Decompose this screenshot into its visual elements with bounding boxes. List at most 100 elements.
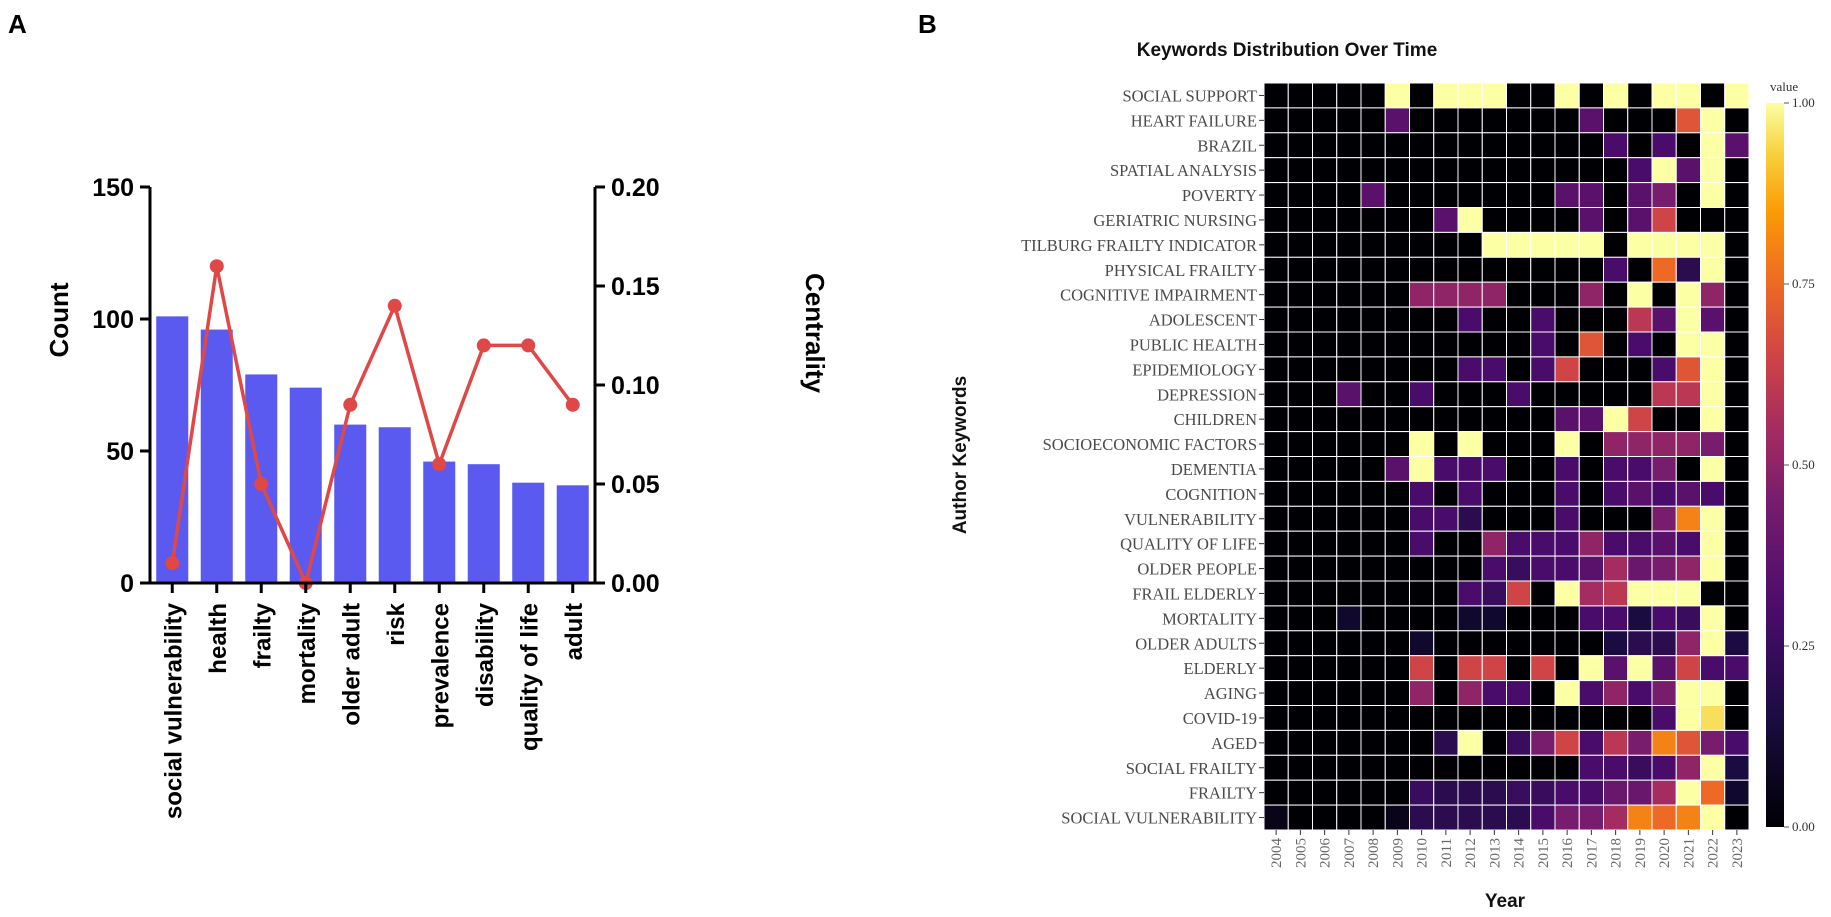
heat-cell [1724, 231, 1750, 258]
heat-cell [1312, 754, 1338, 781]
heat-cell [1263, 779, 1289, 806]
heat-cell [1675, 705, 1701, 731]
heatmap-title: Keywords Distribution Over Time [1137, 40, 1438, 61]
heat-cell [1724, 505, 1750, 532]
heat-cell [1481, 555, 1507, 582]
heat-cell [1530, 630, 1556, 657]
heat-cell [1384, 331, 1410, 358]
heat-cell [1312, 655, 1338, 682]
heat-cell [1263, 754, 1289, 781]
heat-cell [1360, 605, 1386, 632]
heat-cell [1554, 231, 1580, 258]
heat-cell [1481, 356, 1507, 383]
heat-cell [1700, 381, 1726, 408]
keyword-label: ADOLESCENT [1149, 311, 1257, 330]
heat-cell [1700, 779, 1726, 806]
heat-cell [1578, 680, 1604, 706]
heat-cell [1481, 505, 1507, 532]
heat-cell [1724, 132, 1750, 159]
heat-cell [1651, 779, 1677, 806]
heat-cell [1530, 356, 1556, 383]
heat-cell [1384, 231, 1410, 258]
heat-cell [1481, 456, 1507, 482]
heat-cell [1360, 356, 1386, 383]
heat-cell [1457, 804, 1483, 831]
heat-cell [1336, 754, 1362, 781]
heat-cell [1384, 705, 1410, 731]
keyword-labels: SOCIAL SUPPORT HEART FAILURE BRAZIL SPATIAL… [1021, 86, 1264, 828]
heat-cell [1700, 705, 1726, 731]
heat-cell [1409, 306, 1435, 333]
heat-cell [1530, 381, 1556, 408]
heat-cell [1627, 779, 1653, 806]
heat-cell [1312, 381, 1338, 408]
heat-cell [1336, 804, 1362, 831]
heat-cell [1700, 406, 1726, 433]
heat-cell [1481, 530, 1507, 557]
heat-cell [1312, 107, 1338, 134]
heat-cell [1578, 132, 1604, 159]
heat-cell [1651, 132, 1677, 159]
heat-cell [1700, 456, 1726, 482]
centrality-point-quality-of-life [521, 338, 536, 353]
heat-cell [1336, 281, 1362, 308]
heat-cell [1506, 132, 1532, 159]
heat-cell [1312, 680, 1338, 706]
heat-cell [1312, 456, 1338, 482]
heat-cell [1724, 281, 1750, 308]
heat-cell [1627, 705, 1653, 731]
heat-cell [1336, 256, 1362, 283]
bar-adult [556, 485, 589, 583]
heat-cell [1675, 505, 1701, 532]
heat-cell [1651, 306, 1677, 333]
heat-cell [1481, 82, 1507, 109]
heat-cell [1700, 530, 1726, 557]
heat-cell [1360, 804, 1386, 831]
heat-cell [1312, 729, 1338, 756]
heat-cell [1651, 331, 1677, 358]
keyword-label: SPATIAL ANALYSIS [1110, 161, 1257, 180]
heat-cell [1578, 480, 1604, 507]
heat-cell [1263, 431, 1289, 458]
heat-cell [1700, 804, 1726, 831]
category-label: quality of life [516, 603, 543, 751]
heat-cell [1457, 754, 1483, 781]
heat-cell [1603, 480, 1629, 507]
heat-cell [1530, 605, 1556, 632]
heat-cell [1603, 530, 1629, 557]
y-axis-title-left: Count [44, 282, 74, 357]
heat-cell [1336, 231, 1362, 258]
heat-cell [1675, 231, 1701, 258]
category-label: adult [561, 603, 588, 660]
heat-cell [1433, 705, 1459, 731]
heat-cell [1360, 281, 1386, 308]
heat-cell [1700, 655, 1726, 682]
heat-cell [1651, 530, 1677, 557]
heat-cell [1627, 505, 1653, 532]
bar-prevalence [423, 461, 456, 583]
heat-cell [1384, 281, 1410, 308]
heat-cell [1312, 406, 1338, 433]
heat-cell [1409, 779, 1435, 806]
heat-cell [1433, 680, 1459, 706]
heat-cell [1433, 306, 1459, 333]
heat-cell [1360, 680, 1386, 706]
heat-cell [1263, 406, 1289, 433]
heat-cell [1433, 406, 1459, 433]
heat-cell [1530, 580, 1556, 607]
heat-cell [1724, 406, 1750, 433]
heat-cell [1554, 406, 1580, 433]
heat-cell [1603, 256, 1629, 283]
heat-cell [1651, 356, 1677, 383]
bar-quality-of-life [512, 482, 545, 583]
heat-cell [1530, 281, 1556, 308]
heat-cell [1554, 182, 1580, 209]
heat-cell [1578, 804, 1604, 831]
heat-cell [1312, 82, 1338, 109]
year-labels: 2004 2005 2006 2007 2008 2009 2010 2011 2012 2013… [1269, 830, 1746, 868]
heat-cell [1578, 82, 1604, 109]
heat-cell [1336, 580, 1362, 607]
keyword-label: PUBLIC HEALTH [1130, 335, 1257, 354]
heat-cell [1457, 729, 1483, 756]
heat-cell [1481, 480, 1507, 507]
